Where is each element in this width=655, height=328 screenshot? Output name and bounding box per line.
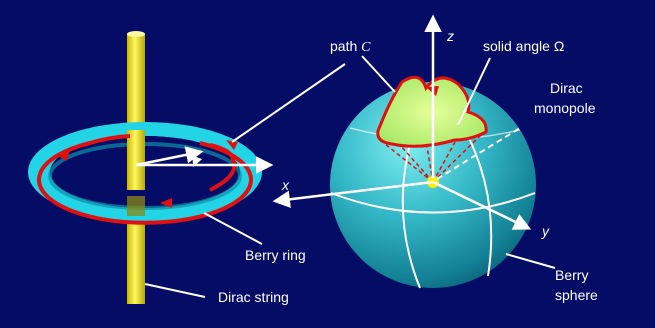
ring-angle-vector bbox=[135, 146, 204, 167]
solid-angle-leader bbox=[457, 57, 491, 126]
path-label: path C bbox=[330, 38, 371, 55]
ring-arrow-3 bbox=[226, 140, 238, 150]
berry-sphere-leader bbox=[505, 253, 556, 269]
berry-sphere-label-1: Berry bbox=[555, 267, 588, 283]
axis-y-line bbox=[432, 180, 532, 230]
dirac-string-rod-top bbox=[127, 31, 145, 37]
dirac-string-leader bbox=[144, 283, 206, 298]
solid-angle-label: solid angle Ω bbox=[483, 38, 564, 54]
axis-x-label: x bbox=[281, 177, 290, 193]
ring-path-inner bbox=[209, 143, 237, 192]
dirac-monopole-label-1: Dirac bbox=[550, 80, 583, 96]
monopole-dash-line bbox=[436, 127, 521, 180]
berry-ring-leader bbox=[203, 212, 263, 245]
ring-arrow-2 bbox=[160, 198, 172, 208]
ring-to-sphere-connector bbox=[231, 63, 346, 143]
axis-z-label: z bbox=[446, 28, 454, 44]
dirac-string-label: Dirac string bbox=[218, 289, 289, 305]
berry-ring-label: Berry ring bbox=[245, 247, 306, 263]
dirac-monopole-label-2: monopole bbox=[534, 100, 596, 116]
dirac-string-rod-front bbox=[127, 196, 145, 216]
cone-lines bbox=[379, 133, 483, 183]
berry-sphere-label-2: sphere bbox=[555, 287, 598, 303]
ring-arrow-1 bbox=[58, 150, 70, 161]
axis-y-label: y bbox=[541, 223, 550, 239]
ring-path bbox=[37, 134, 253, 225]
dirac-string-rod-inner bbox=[127, 130, 145, 190]
path-label-leader bbox=[361, 55, 396, 93]
sphere-equator bbox=[330, 192, 536, 214]
axis-x-line bbox=[272, 180, 434, 209]
berry-sphere-group bbox=[272, 14, 536, 289]
ring-angle-arc bbox=[192, 152, 202, 167]
berry-ring-group bbox=[28, 31, 274, 304]
